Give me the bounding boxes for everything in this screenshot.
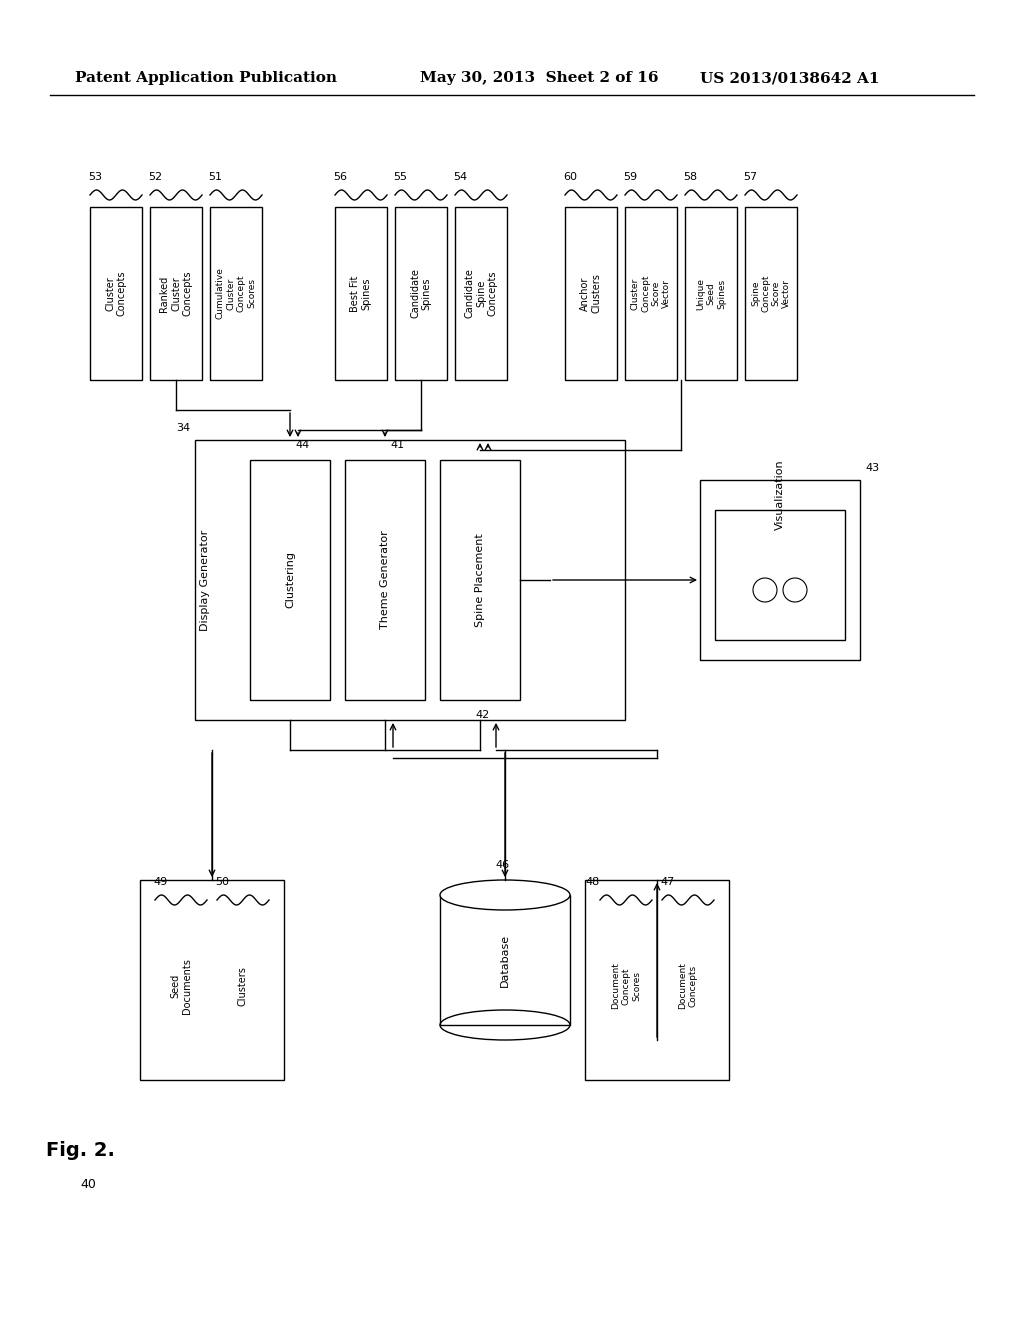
Text: Clustering: Clustering	[285, 552, 295, 609]
Text: 42: 42	[475, 710, 489, 719]
Bar	[155, 912, 207, 1060]
Text: Clusters: Clusters	[238, 966, 248, 1006]
Text: 34: 34	[176, 422, 190, 433]
Text: Database: Database	[500, 933, 510, 986]
Text: 41: 41	[390, 440, 404, 450]
Text: Candidate
Spine
Concepts: Candidate Spine Concepts	[465, 268, 498, 318]
Text: Ranked
Cluster
Concepts: Ranked Cluster Concepts	[160, 271, 193, 317]
Bar	[90, 207, 142, 380]
Text: 43: 43	[865, 463, 880, 473]
Text: US 2013/0138642 A1: US 2013/0138642 A1	[700, 71, 880, 84]
Text: 46: 46	[495, 861, 509, 870]
Bar	[745, 207, 797, 380]
Bar	[700, 480, 860, 660]
Bar	[150, 207, 202, 380]
Bar	[345, 459, 425, 700]
Text: Patent Application Publication: Patent Application Publication	[75, 71, 337, 84]
Bar	[600, 912, 652, 1060]
Text: Document
Concept
Scores: Document Concept Scores	[611, 962, 641, 1010]
Text: Cumulative
Cluster
Concept
Scores: Cumulative Cluster Concept Scores	[216, 268, 256, 319]
Text: 55: 55	[393, 172, 407, 182]
Bar	[625, 207, 677, 380]
Bar	[250, 459, 330, 700]
Text: Visualization: Visualization	[775, 459, 785, 531]
Text: Unique
Seed
Spines: Unique Seed Spines	[696, 277, 726, 309]
Text: 44: 44	[295, 440, 309, 450]
Bar	[565, 207, 617, 380]
Text: 50: 50	[215, 876, 229, 887]
Text: Fig. 2.: Fig. 2.	[46, 1140, 115, 1159]
Text: Spine Placement: Spine Placement	[475, 533, 485, 627]
Text: 57: 57	[743, 172, 757, 182]
Text: 59: 59	[623, 172, 637, 182]
Bar	[440, 895, 570, 1026]
Text: Cluster
Concept
Score
Vector: Cluster Concept Score Vector	[631, 275, 671, 313]
Bar	[210, 207, 262, 380]
Bar	[585, 880, 729, 1080]
Bar	[685, 207, 737, 380]
Bar	[455, 207, 507, 380]
Text: 54: 54	[453, 172, 467, 182]
Ellipse shape	[440, 880, 570, 909]
Text: 53: 53	[88, 172, 102, 182]
Text: May 30, 2013  Sheet 2 of 16: May 30, 2013 Sheet 2 of 16	[420, 71, 658, 84]
Bar	[217, 912, 269, 1060]
Text: 52: 52	[148, 172, 162, 182]
Text: 47: 47	[660, 876, 674, 887]
Bar	[395, 207, 447, 380]
Bar	[140, 880, 284, 1080]
Text: Anchor
Clusters: Anchor Clusters	[581, 273, 602, 313]
Bar	[662, 912, 714, 1060]
Text: Document
Concepts: Document Concepts	[678, 962, 697, 1010]
Text: Seed
Documents: Seed Documents	[170, 958, 191, 1014]
Text: Display Generator: Display Generator	[200, 529, 210, 631]
Text: 40: 40	[80, 1179, 96, 1192]
Text: 60: 60	[563, 172, 577, 182]
Text: 58: 58	[683, 172, 697, 182]
Text: 56: 56	[333, 172, 347, 182]
Text: Candidate
Spines: Candidate Spines	[411, 268, 432, 318]
Text: Theme Generator: Theme Generator	[380, 531, 390, 630]
Bar	[440, 459, 520, 700]
Text: Best Fit
Spines: Best Fit Spines	[350, 276, 372, 312]
Text: 51: 51	[208, 172, 222, 182]
Text: Spine
Concept
Score
Vector: Spine Concept Score Vector	[751, 275, 792, 313]
Bar	[195, 440, 625, 719]
Text: Cluster
Concepts: Cluster Concepts	[105, 271, 127, 317]
Bar	[335, 207, 387, 380]
Text: 49: 49	[153, 876, 167, 887]
Bar	[715, 510, 845, 640]
Text: 48: 48	[585, 876, 599, 887]
